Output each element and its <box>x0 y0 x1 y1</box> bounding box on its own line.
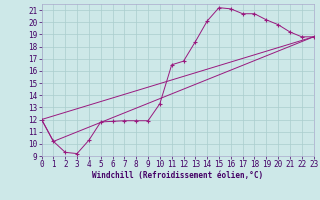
X-axis label: Windchill (Refroidissement éolien,°C): Windchill (Refroidissement éolien,°C) <box>92 171 263 180</box>
